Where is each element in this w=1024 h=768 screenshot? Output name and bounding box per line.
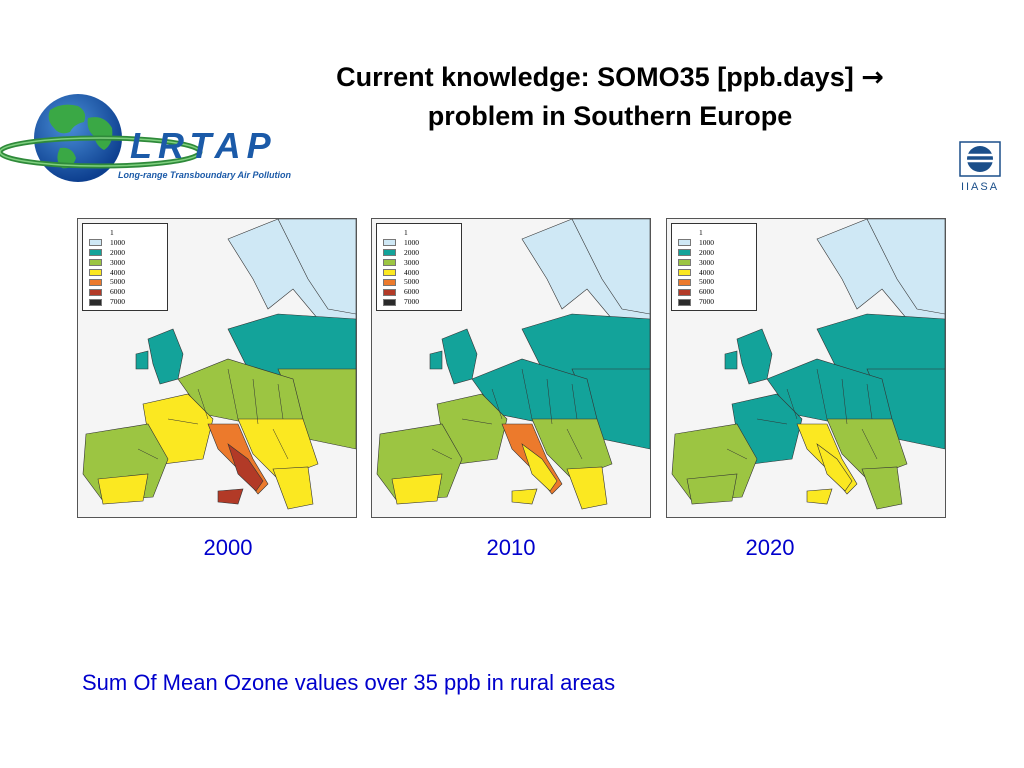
legend-item: 7000 xyxy=(678,297,756,307)
legend-swatch xyxy=(383,288,396,296)
legend-item: 4000 xyxy=(383,268,461,278)
legend-swatch xyxy=(89,239,102,247)
legend-label: 4000 xyxy=(699,267,714,277)
legend-label: 6000 xyxy=(404,287,419,297)
legend-swatch xyxy=(383,249,396,257)
map-legend: 1 1000 2000 3000 4000 5000 6000 7000 xyxy=(376,223,462,311)
legend-item: 1000 xyxy=(383,238,461,248)
legend-swatch xyxy=(89,269,102,276)
legend-item: 6000 xyxy=(89,287,167,297)
legend-item: 5000 xyxy=(89,277,167,287)
legend-swatch xyxy=(678,269,691,276)
title-line-1-text: Current knowledge: SOMO35 [ppb.days] xyxy=(336,62,854,92)
lrtap-wordmark: LRTAP xyxy=(130,125,277,166)
iiasa-wordmark: IIASA xyxy=(961,181,999,193)
legend-swatch xyxy=(89,249,102,257)
legend-item: 6000 xyxy=(678,287,756,297)
legend-item: 3000 xyxy=(89,258,167,268)
caption: Sum Of Mean Ozone values over 35 ppb in … xyxy=(82,670,616,695)
year-label-2010: 2010 xyxy=(486,535,536,560)
legend-item: 5000 xyxy=(383,277,461,287)
legend-label: 4000 xyxy=(110,267,125,277)
legend-swatch xyxy=(678,249,691,257)
legend-swatch xyxy=(89,288,102,296)
right-arrow-icon: → xyxy=(861,62,884,93)
legend-item: 2000 xyxy=(678,248,756,258)
europe-map xyxy=(667,219,945,517)
legend-swatch xyxy=(383,239,396,247)
legend-label: 1 xyxy=(110,227,114,237)
legend-item: 4000 xyxy=(678,268,756,278)
legend-swatch xyxy=(678,288,691,296)
legend-item: 3000 xyxy=(383,258,461,268)
title-line-1: Current knowledge: SOMO35 [ppb.days] → xyxy=(240,58,980,97)
legend-label: 2000 xyxy=(404,247,419,257)
legend-item: 2000 xyxy=(89,248,167,258)
europe-map xyxy=(78,219,356,517)
legend-label: 5000 xyxy=(404,277,419,287)
legend-label: 5000 xyxy=(699,277,714,287)
iiasa-logo: IIASA xyxy=(958,140,1002,194)
lrtap-subtitle: Long-range Transboundary Air Pollution xyxy=(118,170,292,180)
legend-swatch xyxy=(678,259,691,267)
legend-label: 1000 xyxy=(404,237,419,247)
year-label-2020: 2020 xyxy=(745,535,795,560)
legend-label: 7000 xyxy=(404,297,419,307)
legend-item: 1 xyxy=(383,228,461,238)
legend-item: 6000 xyxy=(383,287,461,297)
legend-label: 2000 xyxy=(110,247,125,257)
legend-item: 1000 xyxy=(89,238,167,248)
legend-item: 1 xyxy=(89,228,167,238)
legend-item: 5000 xyxy=(678,277,756,287)
lrtap-logo: LRTAP Long-range Transboundary Air Pollu… xyxy=(0,88,300,188)
map-legend: 1 1000 2000 3000 4000 5000 6000 7000 xyxy=(82,223,168,311)
legend-item: 7000 xyxy=(383,297,461,307)
map-legend: 1 1000 2000 3000 4000 5000 6000 7000 xyxy=(671,223,757,311)
legend-swatch xyxy=(383,259,396,267)
legend-swatch xyxy=(89,298,102,306)
legend-label: 3000 xyxy=(404,257,419,267)
slide-title: Current knowledge: SOMO35 [ppb.days] → p… xyxy=(240,58,980,135)
legend-item: 7000 xyxy=(89,297,167,307)
legend-swatch xyxy=(678,239,691,247)
legend-label: 3000 xyxy=(110,257,125,267)
legend-swatch xyxy=(383,298,396,306)
legend-item: 3000 xyxy=(678,258,756,268)
legend-item: 4000 xyxy=(89,268,167,278)
map-2020: 1 1000 2000 3000 4000 5000 6000 7000 xyxy=(666,218,946,518)
legend-item: 2000 xyxy=(383,248,461,258)
legend-item: 1000 xyxy=(678,238,756,248)
legend-swatch xyxy=(678,298,691,306)
legend-label: 7000 xyxy=(110,297,125,307)
legend-swatch xyxy=(678,278,691,286)
legend-label: 4000 xyxy=(404,267,419,277)
legend-swatch xyxy=(89,259,102,267)
title-line-2: problem in Southern Europe xyxy=(427,101,793,131)
map-2000: 1 1000 2000 3000 4000 5000 6000 7000 xyxy=(77,218,357,518)
legend-label: 7000 xyxy=(699,297,714,307)
legend-swatch xyxy=(89,278,102,286)
map-2010: 1 1000 2000 3000 4000 5000 6000 7000 xyxy=(371,218,651,518)
legend-label: 1000 xyxy=(699,237,714,247)
legend-label: 6000 xyxy=(699,287,714,297)
legend-swatch xyxy=(383,278,396,286)
legend-label: 1000 xyxy=(110,237,125,247)
europe-map xyxy=(372,219,650,517)
legend-label: 3000 xyxy=(699,257,714,267)
legend-label: 1 xyxy=(404,227,408,237)
legend-label: 1 xyxy=(699,227,703,237)
legend-label: 2000 xyxy=(699,247,714,257)
legend-item: 1 xyxy=(678,228,756,238)
year-label-2000: 2000 xyxy=(203,535,253,560)
legend-label: 6000 xyxy=(110,287,125,297)
legend-swatch xyxy=(383,269,396,276)
legend-label: 5000 xyxy=(110,277,125,287)
